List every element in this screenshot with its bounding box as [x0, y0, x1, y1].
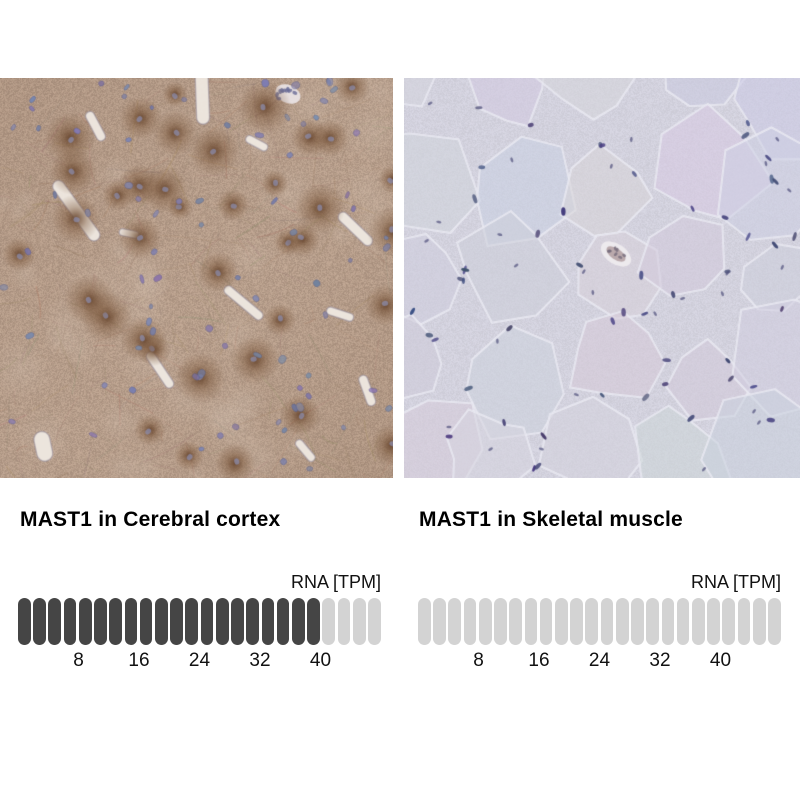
tpm-tick-label: 32	[249, 650, 271, 671]
tpm-segment	[707, 598, 720, 645]
tpm-segment	[154, 598, 168, 645]
tpm-segment	[200, 598, 214, 645]
tpm-ticks: 8 16 24 32 40	[18, 650, 381, 672]
panel-skeletal-muscle: MAST1 in Skeletal muscle RNA [TPM] 8 16 24…	[404, 0, 800, 800]
tpm-segment	[63, 598, 77, 645]
tpm-segment	[691, 598, 705, 645]
tpm-segment	[33, 598, 46, 645]
tpm-segment	[646, 598, 659, 645]
ihc-image-cerebral-cortex[interactable]	[0, 78, 393, 478]
tpm-tick-label: 16	[128, 650, 150, 671]
tpm-segment	[752, 598, 766, 645]
tpm-segment	[307, 598, 320, 645]
rna-unit-label: RNA [TPM]	[290, 572, 381, 592]
tpm-segment	[109, 598, 122, 645]
tpm-segment	[170, 598, 183, 645]
tpm-segment	[94, 598, 107, 645]
tpm-segment	[48, 598, 62, 645]
tpm-segment	[524, 598, 538, 645]
tpm-segment	[337, 598, 351, 645]
tpm-bar	[18, 598, 381, 645]
tpm-tick-label: 16	[528, 650, 550, 671]
tpm-segment	[509, 598, 522, 645]
tpm-segment	[433, 598, 446, 645]
tpm-segment	[539, 598, 553, 645]
tpm-segment	[185, 598, 199, 645]
tpm-segment	[78, 598, 92, 645]
tpm-segment	[124, 598, 138, 645]
tpm-segment	[291, 598, 305, 645]
tpm-segment	[478, 598, 492, 645]
tpm-segment	[631, 598, 644, 645]
tpm-segment	[768, 598, 781, 645]
tpm-segment	[585, 598, 599, 645]
tpm-segment	[737, 598, 751, 645]
ihc-image-skeletal-muscle[interactable]	[404, 78, 800, 478]
tpm-segment	[352, 598, 366, 645]
tpm-segment	[554, 598, 568, 645]
tpm-segment	[418, 598, 431, 645]
tpm-segment	[368, 598, 381, 645]
tpm-segment	[276, 598, 290, 645]
panel-title: MAST1 in Cerebral cortex	[20, 508, 281, 531]
tpm-segment	[570, 598, 583, 645]
tpm-segment	[661, 598, 675, 645]
rna-unit-label: RNA [TPM]	[690, 572, 781, 592]
tpm-bar	[418, 598, 781, 645]
tpm-segment	[494, 598, 507, 645]
tpm-segment	[215, 598, 229, 645]
tpm-segment	[676, 598, 690, 645]
tpm-segment	[615, 598, 629, 645]
tpm-tick-label: 24	[588, 650, 611, 671]
tpm-segment	[463, 598, 477, 645]
tpm-tick-label: 8	[473, 650, 484, 671]
tpm-segment	[139, 598, 153, 645]
panel-title: MAST1 in Skeletal muscle	[419, 508, 683, 531]
tpm-ticks: 8 16 24 32 40	[418, 650, 781, 672]
tpm-segment	[722, 598, 736, 645]
tpm-segment	[448, 598, 462, 645]
tpm-segment	[322, 598, 336, 645]
tpm-tick-label: 40	[309, 650, 332, 671]
tpm-tick-label: 40	[709, 650, 732, 671]
tpm-segment	[600, 598, 614, 645]
tpm-segment	[261, 598, 275, 645]
tpm-segment	[246, 598, 259, 645]
tpm-tick-label: 8	[73, 650, 84, 671]
tpm-segment	[18, 598, 31, 645]
panel-cerebral-cortex: MAST1 in Cerebral cortex RNA [TPM] 8 16 24…	[0, 0, 393, 800]
tpm-segment	[231, 598, 244, 645]
tpm-tick-label: 32	[649, 650, 671, 671]
tpm-tick-label: 24	[188, 650, 211, 671]
